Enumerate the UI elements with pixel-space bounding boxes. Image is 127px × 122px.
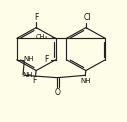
Text: F: F bbox=[34, 13, 38, 22]
Text: NH: NH bbox=[22, 72, 33, 78]
Text: NH: NH bbox=[24, 56, 34, 62]
Text: O: O bbox=[55, 88, 61, 97]
Text: F: F bbox=[44, 55, 49, 64]
Text: Cl: Cl bbox=[83, 13, 91, 22]
Text: CH₃: CH₃ bbox=[36, 34, 48, 40]
Text: F: F bbox=[33, 76, 37, 86]
Text: NH: NH bbox=[80, 78, 91, 84]
